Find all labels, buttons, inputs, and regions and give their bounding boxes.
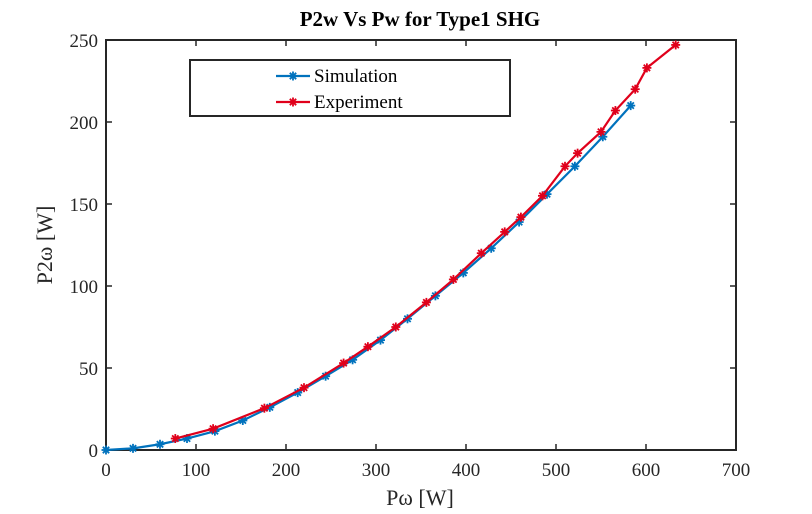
y-axis: 0 50 100 150 200 250 [70,31,736,462]
plot-frame [105,39,737,451]
series-line [105,104,632,452]
data-point [560,161,570,171]
y-tick-label: 0 [89,441,99,462]
data-point [642,63,652,73]
data-point [155,439,165,449]
data-point [630,84,640,94]
legend-box [189,59,511,117]
series-simulation [101,101,636,455]
y-tick-label: 100 [70,277,99,298]
data-point [288,97,298,107]
chart-title: P2w Vs Pw for Type1 SHG [300,7,541,31]
data-point [299,383,309,393]
x-tick-label: 700 [722,460,751,481]
legend: Simulation Experiment [189,59,511,117]
series-layer [101,40,681,455]
data-point [448,274,458,284]
data-point [610,106,620,116]
series-experiment [170,40,681,444]
data-point [391,322,401,332]
data-point [516,212,526,222]
data-point [500,227,510,237]
data-point [128,443,138,453]
x-tick-label: 500 [542,460,571,481]
legend-label: Simulation [314,66,398,87]
legend-item: Experiment [276,92,403,113]
x-axis: 0 100 200 300 400 500 600 700 [101,40,750,481]
y-tick-label: 150 [70,195,99,216]
y-axis-label: P2ω [W] [32,206,57,285]
x-tick-label: 0 [101,460,111,481]
data-point [671,40,681,50]
data-point [421,297,431,307]
x-tick-label: 200 [272,460,301,481]
data-point [208,424,218,434]
legend-item: Simulation [276,66,398,87]
x-tick-label: 100 [182,460,211,481]
data-point [259,403,269,413]
legend-label: Experiment [314,92,403,113]
y-tick-label: 250 [70,31,99,52]
data-point [626,101,636,111]
x-tick-label: 600 [632,460,661,481]
x-axis-label: Pω [W] [386,485,454,510]
data-point [101,445,111,455]
y-tick-label: 200 [70,113,99,134]
data-point [288,71,298,81]
data-point [596,127,606,137]
data-point [573,148,583,158]
data-point [339,358,349,368]
y-tick-label: 50 [79,359,98,380]
data-point [363,342,373,352]
data-point [170,434,180,444]
x-tick-label: 300 [362,460,391,481]
data-point [570,161,580,171]
data-point [538,191,547,201]
plot-area [105,39,737,451]
x-tick-label: 400 [452,460,481,481]
data-point [476,248,486,258]
